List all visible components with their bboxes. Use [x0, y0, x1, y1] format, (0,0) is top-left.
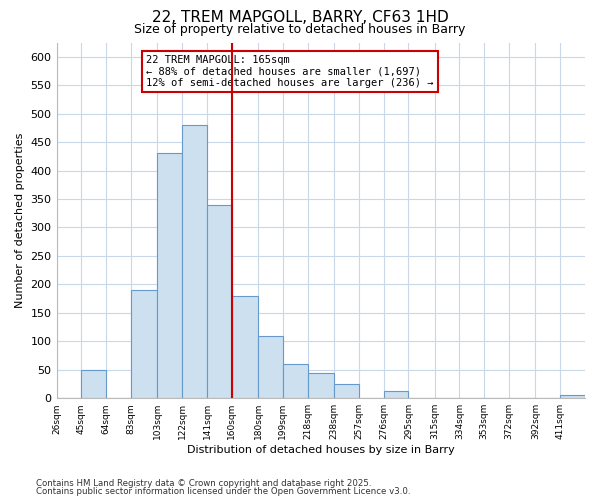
- Bar: [258, 336, 283, 398]
- Bar: [207, 204, 232, 398]
- Text: Contains HM Land Registry data © Crown copyright and database right 2025.: Contains HM Land Registry data © Crown c…: [36, 478, 371, 488]
- Text: Size of property relative to detached houses in Barry: Size of property relative to detached ho…: [134, 22, 466, 36]
- Bar: [182, 125, 207, 398]
- Bar: [82, 370, 106, 398]
- Bar: [157, 154, 182, 398]
- Text: 22, TREM MAPGOLL, BARRY, CF63 1HD: 22, TREM MAPGOLL, BARRY, CF63 1HD: [152, 10, 448, 25]
- X-axis label: Distribution of detached houses by size in Barry: Distribution of detached houses by size …: [187, 445, 455, 455]
- Text: 22 TREM MAPGOLL: 165sqm
← 88% of detached houses are smaller (1,697)
12% of semi: 22 TREM MAPGOLL: 165sqm ← 88% of detache…: [146, 55, 434, 88]
- Bar: [283, 364, 308, 398]
- Bar: [334, 384, 359, 398]
- Bar: [308, 372, 334, 398]
- Bar: [131, 290, 157, 398]
- Bar: [560, 396, 585, 398]
- Text: Contains public sector information licensed under the Open Government Licence v3: Contains public sector information licen…: [36, 487, 410, 496]
- Bar: [232, 296, 258, 398]
- Bar: [383, 392, 409, 398]
- Y-axis label: Number of detached properties: Number of detached properties: [15, 132, 25, 308]
